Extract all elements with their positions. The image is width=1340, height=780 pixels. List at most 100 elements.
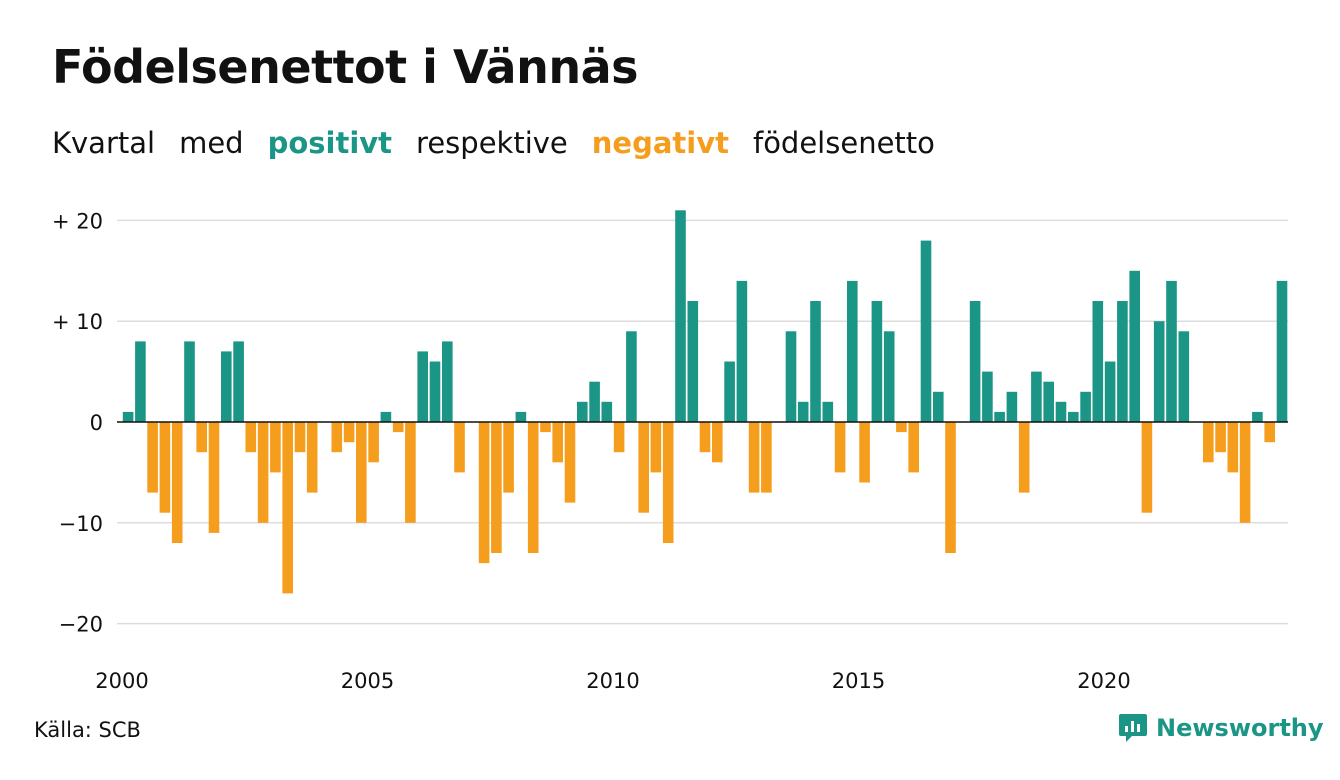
x-tick-label: 2015: [832, 669, 885, 693]
subtitle-word: med: [179, 126, 244, 160]
bar-negative: [245, 422, 257, 453]
bar-positive: [1104, 361, 1116, 422]
bar-positive: [797, 401, 809, 422]
subtitle-word: respektive: [416, 126, 568, 160]
bar-negative: [1239, 422, 1251, 523]
source-note: Källa: SCB: [34, 718, 141, 742]
bar-positive: [1117, 301, 1128, 422]
bar-positive: [1031, 371, 1042, 422]
logo-text: Newsworthy: [1156, 714, 1324, 742]
bar-positive: [736, 280, 748, 422]
bar-negative: [761, 422, 772, 493]
bar-negative: [527, 422, 539, 553]
bar-negative: [257, 422, 269, 523]
bar-negative: [564, 422, 576, 503]
bar-negative: [540, 422, 551, 433]
bar-positive: [687, 301, 699, 422]
bar-negative: [699, 422, 711, 453]
bar-negative: [1018, 422, 1030, 493]
bar-negative: [392, 422, 404, 433]
bar-negative: [196, 422, 207, 453]
bar-positive: [589, 381, 600, 422]
bar-positive: [626, 331, 637, 422]
chart-title: Födelsenettot i Vännäs: [52, 40, 639, 94]
bar-negative: [208, 422, 220, 533]
bar-positive: [442, 341, 453, 422]
y-tick-label: + 10: [52, 310, 103, 334]
bar-negative: [491, 422, 502, 553]
subtitle-negative-label: negativt: [591, 126, 729, 160]
subtitle-word: Kvartal: [52, 126, 156, 160]
bar-positive: [724, 361, 735, 422]
bar-positive: [871, 301, 883, 422]
bar-negative: [638, 422, 649, 513]
bar-positive: [429, 361, 441, 422]
bar-negative: [945, 422, 956, 553]
x-tick-label: 2010: [586, 669, 639, 693]
bar-negative: [1227, 422, 1239, 473]
subtitle-positive-label: positivt: [267, 126, 393, 160]
bar-negative: [270, 422, 281, 473]
bar-positive: [785, 331, 797, 422]
bar-positive: [1252, 411, 1263, 422]
bar-negative: [1264, 422, 1275, 443]
bar-positive: [1068, 411, 1079, 422]
bar-positive: [810, 301, 821, 422]
bar-positive: [233, 341, 244, 422]
y-tick-label: −10: [59, 512, 103, 536]
bar-negative: [1215, 422, 1226, 453]
bar-positive: [1129, 270, 1140, 422]
bar-positive: [1276, 280, 1288, 422]
bar-positive: [1092, 301, 1104, 422]
y-tick-label: 0: [90, 411, 103, 435]
chart-subtitle: Kvartal med positivt respektive negativt föde…: [52, 126, 959, 160]
bar-positive: [135, 341, 146, 422]
bar-negative: [613, 422, 625, 453]
bar-positive: [920, 240, 932, 422]
bar-positive: [221, 351, 232, 422]
x-tick-label: 2000: [95, 669, 148, 693]
bar-positive: [822, 401, 834, 422]
bar-negative: [1203, 422, 1214, 463]
bar-negative: [343, 422, 355, 443]
bar-negative: [859, 422, 870, 483]
bar-negative: [356, 422, 367, 523]
newsworthy-logo-icon: [1119, 714, 1147, 742]
bar-positive: [675, 210, 686, 422]
bar-positive: [380, 411, 392, 422]
bar-negative: [650, 422, 662, 473]
bar-positive: [1080, 391, 1091, 422]
bar-positive: [847, 280, 858, 422]
bar-negative: [662, 422, 674, 543]
bar-negative: [503, 422, 514, 493]
bar-positive: [577, 401, 588, 422]
bar-positive: [1006, 391, 1018, 422]
bar-negative: [331, 422, 343, 453]
bar-positive: [933, 391, 944, 422]
bar-negative: [552, 422, 563, 463]
bar-positive: [417, 351, 428, 422]
bar-negative: [147, 422, 158, 493]
bar-positive: [982, 371, 993, 422]
bar-negative: [908, 422, 919, 473]
x-tick-label: 2020: [1077, 669, 1130, 693]
bar-negative: [712, 422, 723, 463]
bar-negative: [368, 422, 379, 463]
bar-negative: [478, 422, 490, 564]
bar-negative: [159, 422, 171, 513]
bar-negative: [896, 422, 907, 433]
bar-positive: [1153, 321, 1165, 422]
subtitle-word: födelsenetto: [752, 126, 935, 160]
x-tick-label: 2005: [341, 669, 394, 693]
bar-positive: [1166, 280, 1177, 422]
bar-positive: [184, 341, 195, 422]
bar-positive: [1043, 381, 1054, 422]
y-tick-label: −20: [59, 613, 103, 637]
bar-negative: [454, 422, 465, 473]
bar-positive: [122, 411, 134, 422]
bar-positive: [515, 411, 527, 422]
bar-positive: [601, 401, 613, 422]
bar-positive: [1055, 401, 1067, 422]
bar-positive: [969, 301, 981, 422]
